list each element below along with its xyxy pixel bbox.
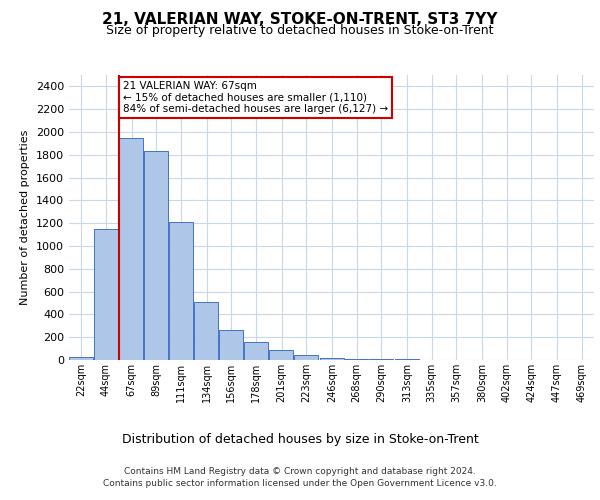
Text: Distribution of detached houses by size in Stoke-on-Trent: Distribution of detached houses by size … (122, 432, 478, 446)
Bar (119, 138, 143, 360)
Text: 21 VALERIAN WAY: 67sqm
← 15% of detached houses are smaller (1,110)
84% of semi-: 21 VALERIAN WAY: 67sqm ← 15% of detached… (123, 80, 388, 114)
Text: Contains HM Land Registry data © Crown copyright and database right 2024.: Contains HM Land Registry data © Crown c… (124, 468, 476, 476)
Bar (294, 355, 318, 360)
Text: Contains public sector information licensed under the Open Government Licence v3: Contains public sector information licen… (103, 479, 497, 488)
Y-axis label: Number of detached properties: Number of detached properties (20, 130, 31, 305)
Bar (94, 229, 118, 360)
Bar (344, 358, 368, 360)
Text: 21, VALERIAN WAY, STOKE-ON-TRENT, ST3 7YY: 21, VALERIAN WAY, STOKE-ON-TRENT, ST3 7Y… (102, 12, 498, 28)
Text: Size of property relative to detached houses in Stoke-on-Trent: Size of property relative to detached ho… (106, 24, 494, 37)
Bar (269, 350, 293, 360)
Bar (194, 302, 218, 360)
Bar (219, 330, 243, 360)
Bar (320, 358, 344, 360)
Bar (69, 356, 93, 360)
Bar (369, 359, 393, 360)
Bar (144, 152, 168, 360)
Bar (244, 342, 268, 360)
Bar (169, 222, 193, 360)
